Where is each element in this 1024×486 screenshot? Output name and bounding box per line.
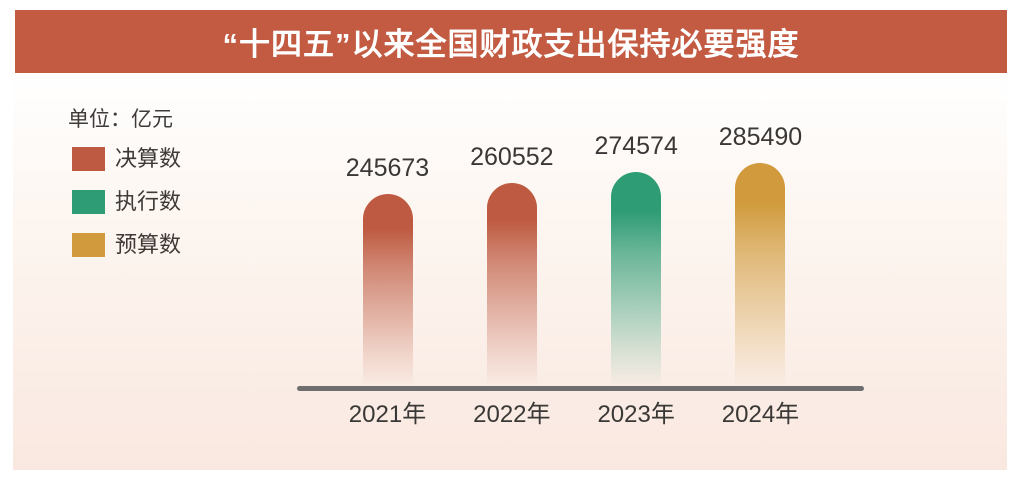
bar-value-label: 274574 <box>594 132 678 160</box>
legend-label: 决算数 <box>115 146 182 171</box>
legend-swatch <box>72 233 105 257</box>
bar <box>486 183 537 388</box>
legend-swatch <box>72 147 105 171</box>
bar <box>735 163 786 388</box>
chart-card: 单位：亿元 决算数 执行数 预算数 245673 2021年 260552 20… <box>13 76 1007 470</box>
legend-item: 决算数 <box>72 146 181 172</box>
x-axis-tick-label: 2021年 <box>348 401 427 428</box>
x-axis-tick-label: 2022年 <box>473 401 551 428</box>
x-axis-tick-label: 2024年 <box>721 401 800 428</box>
x-axis-line <box>297 386 864 391</box>
bar-value-label: 260552 <box>470 143 554 171</box>
legend-swatch <box>72 190 105 214</box>
title-banner: “十四五”以来全国财政支出保持必要强度 <box>15 10 1007 73</box>
bar <box>611 172 662 388</box>
bar <box>362 194 413 388</box>
bar-value-label: 245673 <box>345 154 430 182</box>
x-axis-tick-label: 2023年 <box>597 401 675 428</box>
unit-label: 单位：亿元 <box>68 108 173 131</box>
plot-area: 245673 2021年 260552 2022年 274574 2023年 2… <box>13 76 1007 470</box>
legend: 决算数 执行数 预算数 <box>72 146 181 275</box>
legend-item: 预算数 <box>72 232 181 258</box>
chart-title: “十四五”以来全国财政支出保持必要强度 <box>222 27 800 62</box>
bar-value-label: 285490 <box>718 123 803 151</box>
legend-label: 预算数 <box>115 232 182 257</box>
legend-label: 执行数 <box>115 189 182 214</box>
legend-item: 执行数 <box>72 189 181 215</box>
